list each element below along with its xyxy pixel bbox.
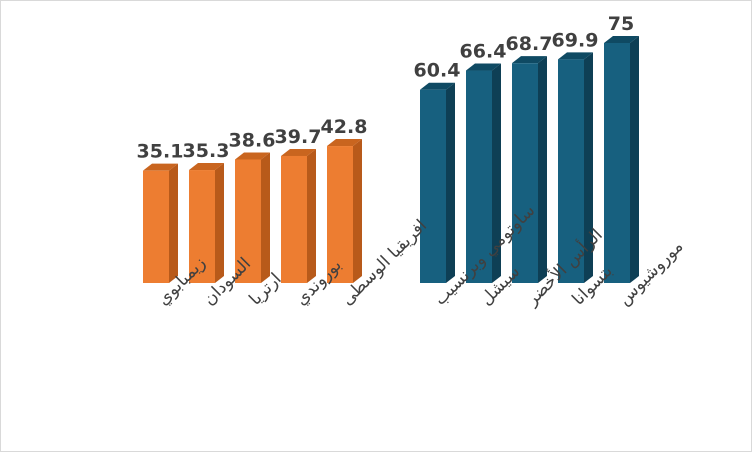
bar-front: [235, 159, 261, 283]
bar: [281, 148, 316, 283]
bar-front: [512, 63, 538, 283]
bar-top: [420, 82, 455, 90]
bar-side: [584, 52, 593, 283]
bar: [512, 56, 547, 283]
bar-front: [143, 170, 169, 283]
bar-top: [143, 163, 178, 171]
bar-front: [420, 89, 446, 283]
bar-front: [466, 70, 492, 284]
bar: [235, 152, 270, 283]
bar-top: [189, 163, 224, 171]
bar-top: [604, 36, 639, 43]
value-labels-layer: 35.1 35.3 38.6 39.7 42.8 60.466.4 68.7 69.9 75: [137, 13, 635, 163]
bar-front: [281, 155, 307, 283]
bar-front: [189, 170, 215, 283]
bar-front: [558, 59, 584, 283]
bar: [558, 52, 593, 283]
data-label: 39.7: [275, 126, 322, 148]
bar-side: [492, 63, 501, 283]
bar-side: [538, 56, 547, 283]
data-label: 75: [608, 13, 634, 35]
bar: [466, 63, 501, 284]
bar-side: [169, 163, 178, 283]
bar: [189, 163, 224, 283]
data-label: 38.6: [229, 129, 276, 151]
bar-side: [307, 148, 316, 283]
data-label: 68.7: [506, 33, 553, 55]
bar: [420, 82, 455, 283]
bars-layer: [143, 36, 639, 284]
bar-side: [446, 82, 455, 283]
bar: [327, 139, 362, 283]
data-label: 35.3: [183, 140, 230, 162]
bar-top: [235, 152, 270, 160]
bar-front: [604, 43, 630, 283]
bar-side: [353, 139, 362, 283]
bar-top: [281, 148, 316, 156]
bar-front: [327, 146, 353, 283]
data-label: 69.9: [552, 29, 599, 51]
data-label: 42.8: [321, 116, 368, 138]
bar-top: [327, 139, 362, 147]
bar-side: [215, 163, 224, 283]
data-label: 60.4: [414, 60, 461, 82]
bar-top: [466, 63, 501, 71]
data-label: 66.4: [460, 41, 507, 63]
bar-top: [558, 52, 593, 60]
data-label: 35.1: [137, 141, 184, 163]
bar: [143, 163, 178, 283]
bar-side: [630, 36, 639, 283]
bar-side: [261, 152, 270, 283]
bar: [604, 36, 639, 283]
bar-top: [512, 56, 547, 64]
